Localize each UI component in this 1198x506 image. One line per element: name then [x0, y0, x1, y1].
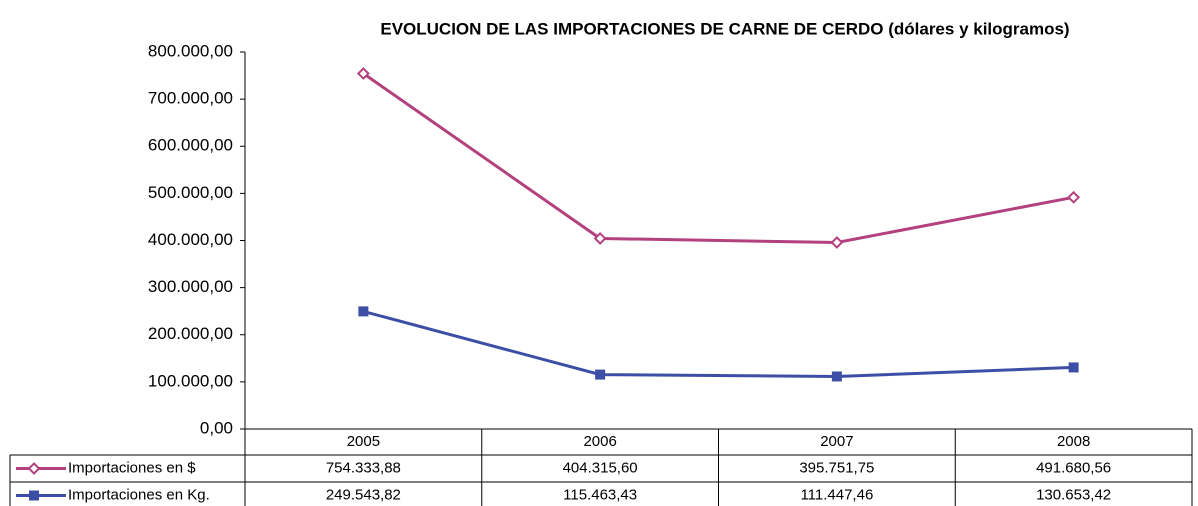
- legend-marker: [27, 462, 41, 475]
- x-tick-label: 2008: [1057, 433, 1090, 450]
- table-cell: 404.315,60: [563, 459, 638, 476]
- y-tick-label: 600.000,00: [148, 136, 233, 155]
- table-cell: 491.680,56: [1036, 459, 1111, 476]
- y-tick-label: 500.000,00: [148, 183, 233, 202]
- point: [1068, 362, 1079, 373]
- table-cell: 130.653,42: [1036, 486, 1111, 503]
- y-tick-label: 800.000,00: [148, 41, 233, 60]
- table-cell: 754.333,88: [326, 459, 401, 476]
- y-tick-label: 700.000,00: [148, 89, 233, 108]
- legend-label: Importaciones en Kg.: [68, 486, 210, 503]
- y-tick-label: 300.000,00: [148, 277, 233, 296]
- y-tick-label: 100.000,00: [148, 371, 233, 390]
- point: [1067, 190, 1081, 204]
- x-tick-label: 2005: [347, 433, 380, 450]
- point: [593, 232, 607, 245]
- legend-marker: [29, 490, 39, 501]
- point: [595, 369, 606, 380]
- point: [830, 236, 844, 249]
- y-tick-label: 200.000,00: [148, 324, 233, 343]
- x-tick-label: 2006: [583, 433, 616, 450]
- line: [362, 309, 1074, 378]
- table-cell: 249.543,82: [326, 486, 401, 503]
- chart-title: EVOLUCION DE LAS IMPORTACIONES DE CARNE …: [380, 19, 1069, 38]
- point: [358, 306, 369, 317]
- table-cell: 115.463,43: [563, 486, 637, 503]
- line: [362, 72, 1074, 245]
- y-tick-label: 400.000,00: [148, 230, 233, 249]
- legend-label: Importaciones en $: [68, 459, 196, 476]
- y-tick-label: 0,00: [200, 418, 233, 437]
- point: [831, 371, 842, 382]
- table-cell: 395.751,75: [799, 459, 874, 476]
- table-cell: 111.447,46: [800, 486, 873, 503]
- x-tick-label: 2007: [820, 433, 853, 450]
- point: [356, 67, 370, 80]
